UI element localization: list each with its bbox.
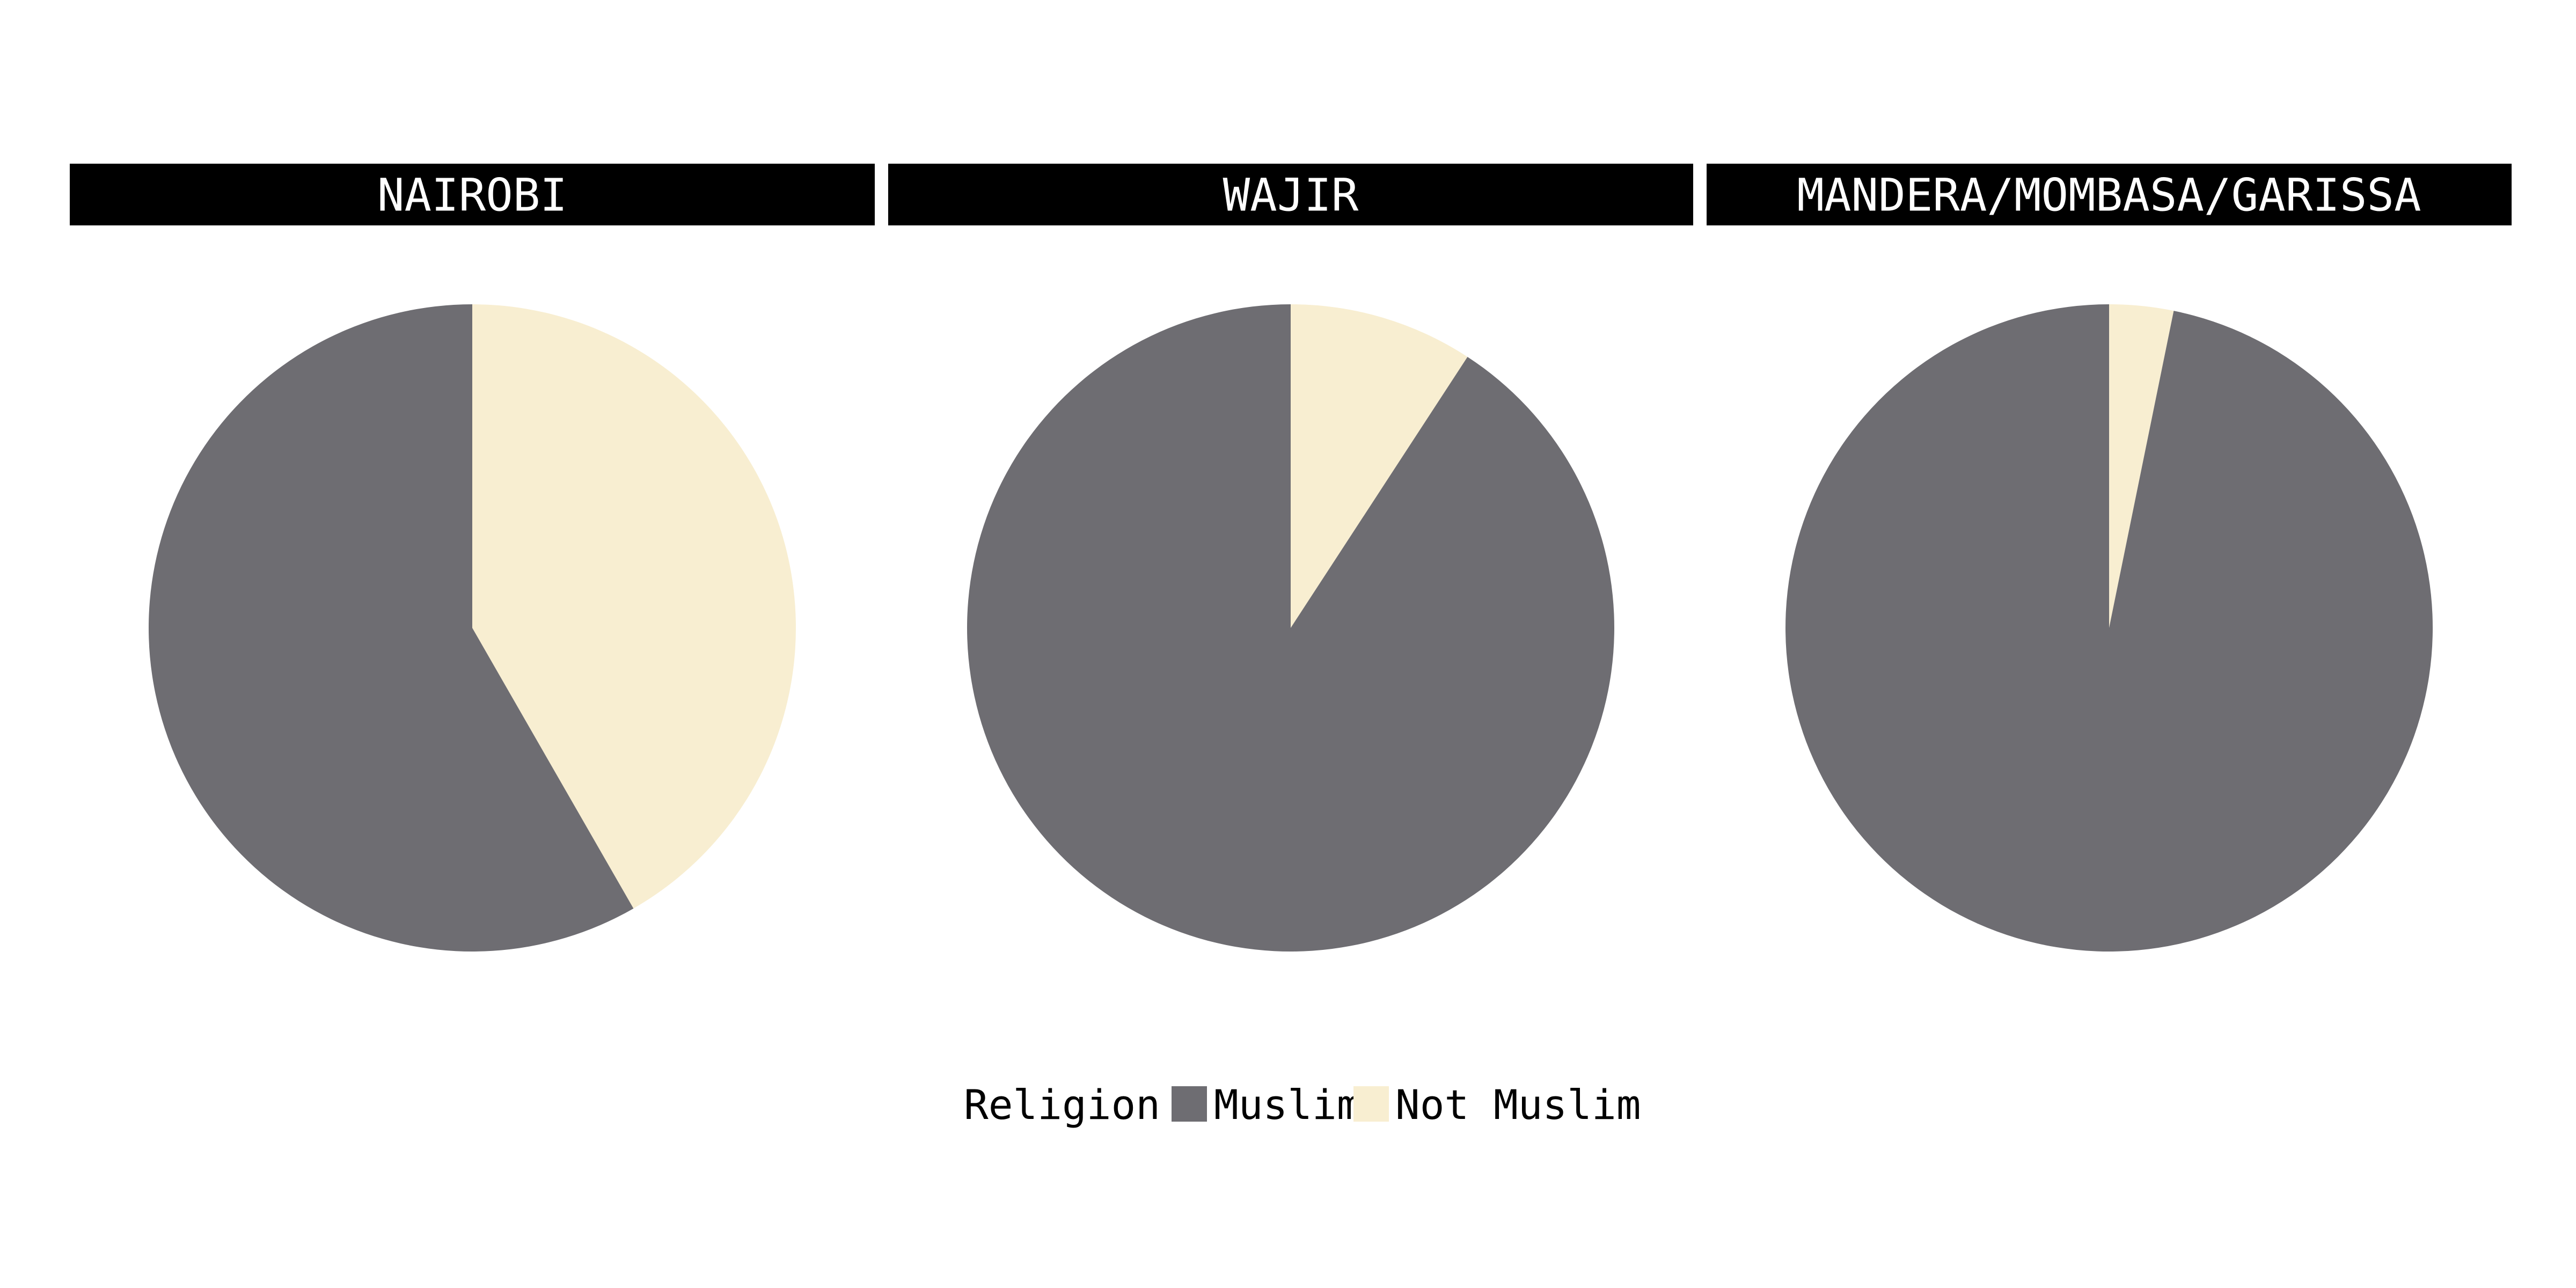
facet-strip [70,164,875,225]
facet-strip-label: NAIROBI [377,169,567,222]
pie-slice-not-muslim [2109,304,2174,628]
facet-strip [1707,164,2512,225]
legend-label-not-muslim: Not Muslim [1395,1081,1641,1129]
facet-nairobi: NAIROBI [70,164,875,952]
facet-mandera-mombasa-garissa: MANDERA/MOMBASA/GARISSA [1707,164,2512,952]
facet-strip [888,164,1693,225]
facet-strip-label: MANDERA/MOMBASA/GARISSA [1797,169,2421,222]
facet-wajir: WAJIR [888,164,1693,952]
pie-slice-muslim [967,304,1614,952]
legend: Religion Muslim Not Muslim [964,1081,1641,1129]
pie-slice-muslim [1785,304,2433,952]
legend-label-muslim: Muslim [1214,1081,1362,1129]
legend-title: Religion [964,1081,1160,1129]
pie-facets: NAIROBI WAJIR MANDERA/MOMBASA/GARISSA [70,164,2512,952]
legend-swatch-muslim [1172,1086,1207,1122]
legend-swatch-not-muslim [1353,1086,1389,1122]
facet-strip-label: WAJIR [1223,169,1359,222]
pie-slice-muslim [149,304,634,952]
pie-slice-not-muslim [472,304,796,909]
pie-slice-not-muslim [1291,304,1468,628]
